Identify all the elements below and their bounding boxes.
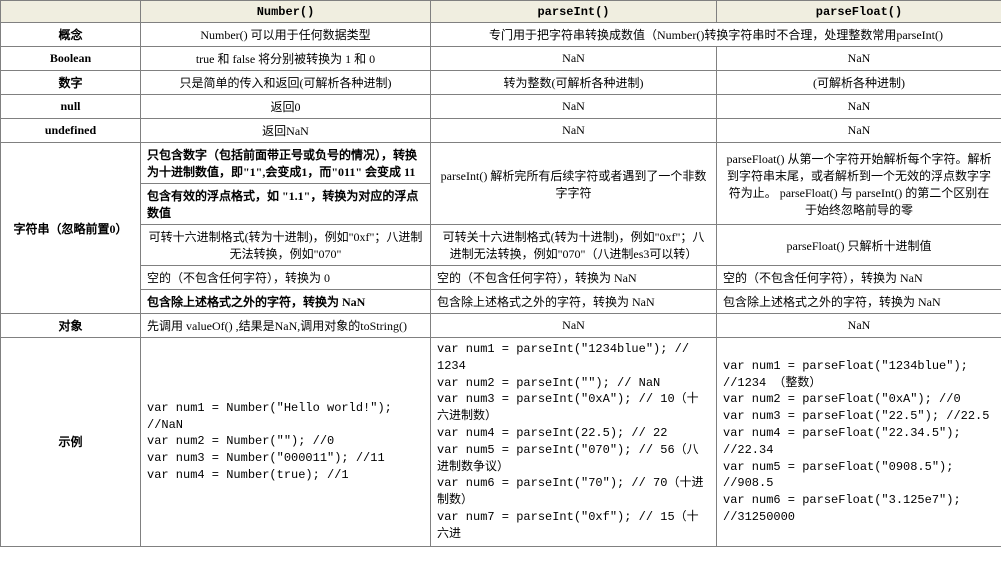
cell-string4-parsefloat: 空的（不包含任何字符），转换为 NaN [717,266,1001,290]
cell-string3-parsefloat: parseFloat() 只解析十进制值 [717,225,1001,266]
row-digit: 数字 只是简单的传入和返回(可解析各种进制) 转为整数(可解析各种进制) (可解… [1,71,1001,95]
cell-object-number: 先调用 valueOf() ,结果是NaN,调用对象的toString() [141,314,431,338]
header-number: Number() [141,1,431,23]
cell-string2-number: 包含有效的浮点格式，如 "1.1"，转换为对应的浮点数值 [141,184,431,225]
row-string-3: 可转十六进制格式(转为十进制)，例如"0xf"；八进制无法转换，例如"070" … [1,225,1001,266]
header-parseint: parseInt() [431,1,717,23]
cell-string3-parseint: 可转关十六进制格式(转为十进制)，例如"0xf"；八进制无法转换，例如"070"… [431,225,717,266]
rowlabel-undefined: undefined [1,119,141,143]
rowlabel-concept: 概念 [1,23,141,47]
rowlabel-digit: 数字 [1,71,141,95]
cell-digit-parsefloat: (可解析各种进制) [717,71,1001,95]
header-blank [1,1,141,23]
cell-example-parseint: var num1 = parseInt("1234blue"); // 1234… [431,338,717,547]
rowlabel-object: 对象 [1,314,141,338]
row-object: 对象 先调用 valueOf() ,结果是NaN,调用对象的toString()… [1,314,1001,338]
cell-digit-number: 只是简单的传入和返回(可解析各种进制) [141,71,431,95]
row-null: null 返回0 NaN NaN [1,95,1001,119]
cell-concept-parse: 专门用于把字符串转换成数值（Number()转换字符串时不合理，处理整数常用pa… [431,23,1001,47]
row-string-1: 字符串（忽略前置0） 只包含数字（包括前面带正号或负号的情况），转换为十进制数值… [1,143,1001,184]
cell-undefined-number: 返回NaN [141,119,431,143]
cell-boolean-parsefloat: NaN [717,47,1001,71]
cell-object-parsefloat: NaN [717,314,1001,338]
cell-string4-number: 空的（不包含任何字符），转换为 0 [141,266,431,290]
row-string-5: 包含除上述格式之外的字符，转换为 NaN 包含除上述格式之外的字符，转换为 Na… [1,290,1001,314]
row-concept: 概念 Number() 可以用于任何数据类型 专门用于把字符串转换成数值（Num… [1,23,1001,47]
cell-null-parseint: NaN [431,95,717,119]
header-parsefloat: parseFloat() [717,1,1001,23]
rowlabel-example: 示例 [1,338,141,547]
cell-undefined-parseint: NaN [431,119,717,143]
cell-string5-parsefloat: 包含除上述格式之外的字符，转换为 NaN [717,290,1001,314]
cell-string5-number: 包含除上述格式之外的字符，转换为 NaN [141,290,431,314]
cell-digit-parseint: 转为整数(可解析各种进制) [431,71,717,95]
cell-example-parsefloat: var num1 = parseFloat("1234blue"); //123… [717,338,1001,547]
header-row: Number() parseInt() parseFloat() [1,1,1001,23]
row-example: 示例 var num1 = Number("Hello world!"); //… [1,338,1001,547]
cell-string1-parseint: parseInt() 解析完所有后续字符或者遇到了一个非数字字符 [431,143,717,225]
cell-string5-parseint: 包含除上述格式之外的字符，转换为 NaN [431,290,717,314]
cell-object-parseint: NaN [431,314,717,338]
cell-undefined-parsefloat: NaN [717,119,1001,143]
row-undefined: undefined 返回NaN NaN NaN [1,119,1001,143]
cell-string3-number: 可转十六进制格式(转为十进制)，例如"0xf"；八进制无法转换，例如"070" [141,225,431,266]
cell-null-parsefloat: NaN [717,95,1001,119]
cell-string4-parseint: 空的（不包含任何字符），转换为 NaN [431,266,717,290]
rowlabel-null: null [1,95,141,119]
cell-example-number: var num1 = Number("Hello world!"); //NaN… [141,338,431,547]
row-boolean: Boolean true 和 false 将分别被转换为 1 和 0 NaN N… [1,47,1001,71]
cell-boolean-parseint: NaN [431,47,717,71]
cell-string1-number: 只包含数字（包括前面带正号或负号的情况），转换为十进制数值，即"1",会变成1，… [141,143,431,184]
cell-boolean-number: true 和 false 将分别被转换为 1 和 0 [141,47,431,71]
rowlabel-string: 字符串（忽略前置0） [1,143,141,314]
rowlabel-boolean: Boolean [1,47,141,71]
cell-concept-number: Number() 可以用于任何数据类型 [141,23,431,47]
comparison-table: Number() parseInt() parseFloat() 概念 Numb… [0,0,1001,547]
cell-string1-parsefloat: parseFloat() 从第一个字符开始解析每个字符。解析到字符串末尾，或者解… [717,143,1001,225]
cell-null-number: 返回0 [141,95,431,119]
row-string-4: 空的（不包含任何字符），转换为 0 空的（不包含任何字符），转换为 NaN 空的… [1,266,1001,290]
